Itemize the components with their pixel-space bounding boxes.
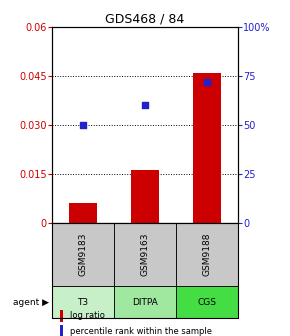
Bar bbox=[176, 286, 238, 318]
Text: GSM9188: GSM9188 bbox=[202, 233, 211, 276]
Text: GSM9183: GSM9183 bbox=[79, 233, 88, 276]
Bar bbox=[52, 222, 114, 286]
Bar bbox=[114, 222, 176, 286]
Text: T3: T3 bbox=[77, 298, 89, 307]
Text: agent ▶: agent ▶ bbox=[13, 298, 49, 307]
Title: GDS468 / 84: GDS468 / 84 bbox=[105, 13, 185, 26]
Text: GSM9163: GSM9163 bbox=[140, 233, 150, 276]
Bar bbox=[60, 325, 63, 336]
Point bbox=[143, 102, 147, 108]
Bar bbox=[52, 286, 114, 318]
Bar bbox=[69, 203, 97, 222]
Bar bbox=[193, 73, 221, 222]
Point bbox=[204, 79, 209, 84]
Point bbox=[81, 122, 86, 127]
Bar bbox=[52, 222, 238, 318]
Text: log ratio: log ratio bbox=[70, 311, 104, 320]
Bar bbox=[131, 170, 159, 222]
Bar bbox=[60, 310, 63, 322]
Bar bbox=[176, 222, 238, 286]
Bar bbox=[114, 286, 176, 318]
Text: DITPA: DITPA bbox=[132, 298, 158, 307]
Text: percentile rank within the sample: percentile rank within the sample bbox=[70, 327, 211, 336]
Text: CGS: CGS bbox=[197, 298, 216, 307]
